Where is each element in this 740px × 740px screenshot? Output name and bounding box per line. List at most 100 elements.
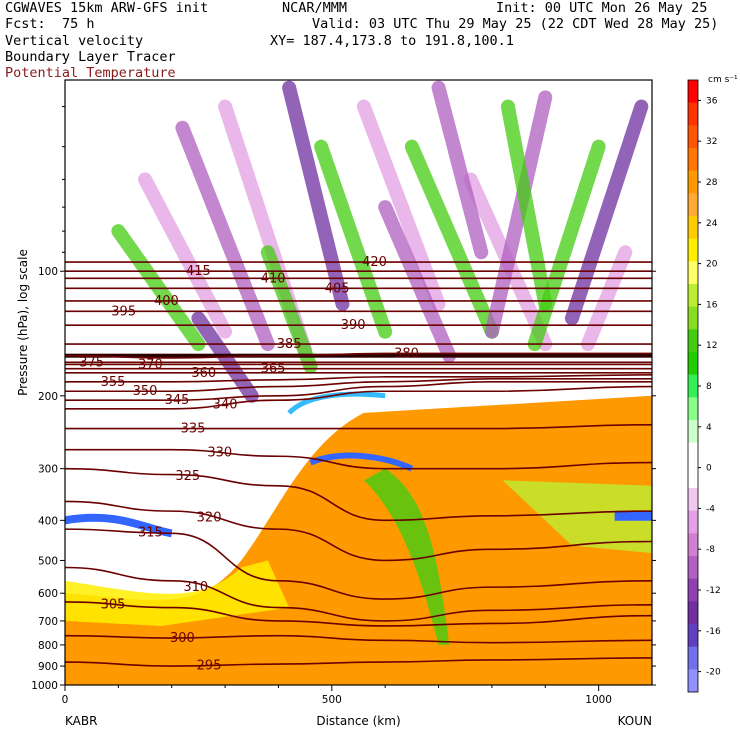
y-tick-label: 600 [38, 588, 58, 600]
colorbar-swatch [688, 216, 698, 239]
field-potential-temperature: Potential Temperature [5, 65, 176, 81]
colorbar-swatch [688, 329, 698, 353]
colorbar-label: 36 [706, 96, 718, 106]
colorbar-swatch [688, 669, 698, 693]
colorbar-label: -16 [706, 627, 721, 637]
isentrope-label: 360 [191, 366, 216, 381]
org-label: NCAR/MMM [282, 0, 348, 16]
fcst-label: Fcst: [5, 16, 46, 32]
isentrope-label: 420 [362, 255, 387, 270]
green-tongue [363, 468, 450, 645]
isentrope-label: 310 [183, 580, 208, 595]
wave-streak [580, 245, 633, 352]
colorbar-label: 32 [706, 137, 717, 147]
colorbar-swatch [688, 374, 698, 398]
tropopause-line [65, 353, 652, 358]
wave-streak [431, 80, 489, 260]
isentrope-315 [65, 528, 652, 600]
y-tick-label: 500 [38, 555, 58, 567]
isentrope-label: 385 [277, 337, 302, 352]
y-tick-label: 200 [38, 391, 58, 403]
isentrope-label: 345 [165, 393, 190, 408]
wave-streak [378, 200, 457, 363]
isentrope-label: 400 [154, 294, 179, 309]
cross-section-xy: XY= 187.4,173.8 to 191.8,100.1 [270, 33, 514, 49]
isentrope-320 [65, 500, 652, 562]
colorbar-swatch [688, 488, 698, 511]
field-vertical-velocity: Vertical velocity [5, 33, 144, 49]
wave-streak [484, 90, 553, 339]
colorbar-swatch [688, 465, 698, 489]
isentrope-label: 350 [133, 384, 158, 399]
y-tick-label: 300 [38, 464, 58, 476]
isentrope-label: 415 [186, 264, 211, 279]
colorbar-swatch [688, 193, 698, 217]
x-tick-label: 1000 [585, 694, 612, 706]
colorbar-swatch [688, 420, 698, 443]
x-tick-label: 0 [62, 694, 69, 706]
y-tick-label: 1000 [31, 680, 58, 692]
colorbar-swatch [688, 102, 698, 126]
isentrope-label: 300 [170, 631, 195, 646]
isentrope-330 [65, 448, 652, 470]
colorbar-swatch [688, 306, 698, 330]
isentrope-295 [65, 657, 652, 667]
colorbar-label: -4 [706, 504, 715, 514]
y-axis-title: Pressure (hPa), log scale [16, 249, 30, 396]
isentrope-label: 390 [341, 318, 366, 333]
y-tick-label: 700 [38, 616, 58, 628]
isentrope-label: 395 [111, 304, 136, 319]
isentrope-label: 410 [261, 271, 286, 286]
valid-time: Valid: 03 UTC Thu 29 May 25 (22 CDT Wed … [312, 16, 719, 32]
colorbar-swatch [688, 556, 698, 579]
green-patch-right [502, 480, 652, 554]
colorbar-swatch [688, 646, 698, 670]
y-tick-label: 800 [38, 640, 58, 652]
isentrope-345 [65, 380, 652, 402]
colorbar-label: -12 [706, 586, 721, 596]
right-endpoint-label: KOUN [618, 714, 652, 728]
colorbar-label: 8 [706, 382, 712, 392]
colorbar: 36 32 28 24 20 16 12 8 4 0 -4 -8 -12 -16 -20 cm s⁻¹ [687, 75, 738, 693]
model-title: CGWAVES 15km ARW-GFS init [5, 0, 209, 16]
colorbar-label: -20 [706, 668, 721, 678]
colorbar-swatch [688, 284, 698, 307]
colorbar-swatch [688, 442, 698, 466]
plot-frame [64, 79, 653, 686]
colorbar-label: 16 [706, 300, 718, 310]
left-endpoint-label: KABR [65, 714, 97, 728]
y-tick-label: 900 [38, 661, 58, 673]
isentrope-label: 375 [79, 355, 104, 370]
wave-streak [282, 80, 350, 311]
colorbar-swatch [688, 170, 698, 194]
colorbar-label: -8 [706, 545, 715, 555]
wave-streak [138, 172, 233, 339]
colorbar-swatch [688, 601, 698, 625]
isentrope-310 [65, 566, 652, 622]
colorbar-swatch [688, 397, 698, 421]
colorbar-swatch [688, 148, 698, 171]
isentrope-label: 320 [197, 510, 222, 525]
colorbar-label: 0 [706, 464, 712, 474]
colorbar-label: 20 [706, 260, 718, 270]
isentrope-label: 330 [207, 446, 232, 461]
x-axis-title: Distance (km) [316, 714, 400, 728]
colorbar-swatch [688, 352, 698, 375]
fcst-value: 75 h [62, 16, 95, 32]
colorbar-units: cm s⁻¹ [708, 75, 738, 85]
isentrope-label: 380 [394, 346, 419, 361]
isentrope-label: 370 [138, 357, 163, 372]
isentrope-label: 405 [325, 281, 350, 296]
colorbar-swatch [688, 125, 698, 149]
isentrope-label: 340 [213, 398, 238, 413]
isentrope-355 [65, 374, 652, 383]
isentrope-label: 315 [138, 525, 163, 540]
isentrope-label: 365 [261, 362, 286, 377]
isentrope-340 [65, 385, 652, 410]
y-tick-label: 100 [38, 266, 58, 278]
field-boundary-layer-tracer: Boundary Layer Tracer [5, 49, 176, 65]
colorbar-swatch [688, 238, 698, 262]
y-tick-label: 400 [38, 515, 58, 527]
